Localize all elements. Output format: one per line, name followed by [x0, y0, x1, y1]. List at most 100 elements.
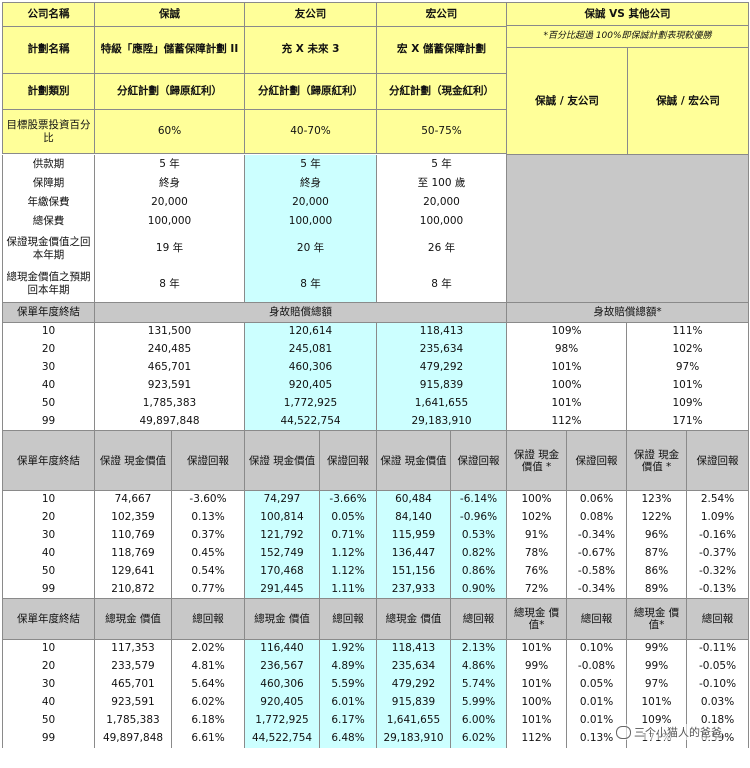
death-compare: 111% — [625, 322, 750, 341]
table-row: 99 210,872 0.77% 291,445 1.11% 237,933 0.90% 72… — [2, 580, 750, 599]
death-value: 131,500 — [94, 322, 245, 341]
value-cell: 89% — [626, 580, 687, 599]
value-cell: 1,772,925 — [244, 711, 320, 730]
tcv-cmp-value-label: 總現金 價值* — [506, 598, 567, 640]
value-cell: 100% — [506, 693, 567, 712]
row-year: 20 — [2, 657, 95, 676]
value-cell: 923,591 — [94, 693, 172, 712]
death-value: 923,591 — [94, 376, 245, 395]
value-cell: 102% — [506, 508, 567, 527]
death-value: 1,772,925 — [244, 394, 377, 413]
value-cell: 6.61% — [171, 729, 245, 748]
info-label: 總保費 — [2, 211, 95, 231]
insurance-comparison-table: 公司名稱 保誠 友公司 宏公司 保誠 VS 其他公司 *百分比超過 100%即保… — [2, 2, 750, 748]
death-value: 465,701 — [94, 358, 245, 377]
value-cell: 0.53% — [450, 526, 507, 545]
death-year-label: 保單年度終結 — [2, 302, 95, 323]
gcv-return-label: 保證回報 — [319, 430, 377, 491]
tcv-return-label: 總回報 — [319, 598, 377, 640]
death-value: 120,614 — [244, 322, 377, 341]
info-value: 26 年 — [376, 230, 507, 267]
value-cell: 0.05% — [319, 508, 377, 527]
info-value: 8 年 — [94, 266, 245, 303]
watermark: 三个小猫人的爸爸 — [616, 724, 722, 740]
value-cell: 101% — [626, 693, 687, 712]
death-title: 身故賠償總額 — [94, 302, 507, 323]
value-cell: 1.09% — [685, 508, 750, 527]
value-cell: 4.86% — [450, 657, 507, 676]
value-cell: 99% — [506, 657, 567, 676]
watermark-text: 三个小猫人的爸爸 — [634, 726, 722, 739]
death-compare: 101% — [506, 358, 627, 377]
company-prudential: 保誠 — [94, 2, 245, 27]
table-row: 50 1,785,383 1,772,925 1,641,655 101% 109% — [2, 394, 750, 413]
value-cell: 44,522,754 — [244, 729, 320, 748]
value-cell: 0.77% — [171, 580, 245, 599]
value-cell: 0.06% — [566, 490, 627, 509]
type-hong: 分紅計劃（現金紅利） — [376, 72, 507, 111]
value-cell: 0.86% — [450, 562, 507, 581]
value-cell: 136,447 — [376, 544, 451, 563]
value-cell: 6.02% — [171, 693, 245, 712]
row-year: 99 — [2, 412, 95, 431]
value-cell: 920,405 — [244, 693, 320, 712]
value-cell: 479,292 — [376, 675, 451, 694]
value-cell: 112% — [506, 729, 567, 748]
value-cell: 116,440 — [244, 639, 320, 658]
value-cell: 115,959 — [376, 526, 451, 545]
plan-label: 計劃名稱 — [2, 26, 95, 74]
row-year: 30 — [2, 675, 95, 694]
row-year: 99 — [2, 580, 95, 599]
table-row: 20 233,579 4.81% 236,567 4.89% 235,634 4.86% 99… — [2, 657, 750, 676]
value-cell: 74,297 — [244, 490, 320, 509]
value-cell: 87% — [626, 544, 687, 563]
company-you: 友公司 — [244, 2, 377, 27]
table-row: 99 49,897,848 44,522,754 29,183,910 112% 171% — [2, 412, 750, 431]
info-value: 終身 — [244, 173, 377, 193]
table-row: 20 240,485 245,081 235,634 98% 102% — [2, 340, 750, 359]
table-row: 40 118,769 0.45% 152,749 1.12% 136,447 0.82% 78… — [2, 544, 750, 563]
compare-header: 保誠 VS 其他公司 *百分比超過 100%即保誠計劃表現較優勝 — [505, 2, 750, 48]
value-cell: 151,156 — [376, 562, 451, 581]
value-cell: 101% — [506, 675, 567, 694]
compare-col-headers: 保誠 / 友公司 保誠 / 宏公司 — [505, 47, 750, 155]
plan-prudential: 特級「應陞」儲蓄保障計劃 II — [94, 26, 245, 74]
value-cell: 1.11% — [319, 580, 377, 599]
value-cell: 915,839 — [376, 693, 451, 712]
table-row: 10 131,500 120,614 118,413 109% 111% — [2, 322, 750, 341]
row-year: 50 — [2, 394, 95, 413]
table-row: 10 74,667 -3.60% 74,297 -3.66% 60,484 -6.14% 10… — [2, 490, 750, 509]
value-cell: -0.67% — [566, 544, 627, 563]
tcv-return-label: 總回報 — [450, 598, 507, 640]
table-row: 30 465,701 460,306 479,292 101% 97% — [2, 358, 750, 377]
value-cell: 4.81% — [171, 657, 245, 676]
row-year: 40 — [2, 376, 95, 395]
gcv-value-label: 保證 現金價值 — [94, 430, 172, 491]
value-cell: 0.08% — [566, 508, 627, 527]
value-cell: 6.48% — [319, 729, 377, 748]
info-value: 19 年 — [94, 230, 245, 267]
death-compare: 100% — [506, 376, 627, 395]
value-cell: -0.96% — [450, 508, 507, 527]
table-row: 30 110,769 0.37% 121,792 0.71% 115,959 0.53% 91… — [2, 526, 750, 545]
info-compare-blank — [505, 154, 750, 303]
death-value: 118,413 — [376, 322, 507, 341]
value-cell: 6.00% — [450, 711, 507, 730]
value-cell: 1.92% — [319, 639, 377, 658]
row-year: 10 — [2, 490, 95, 509]
value-cell: 1,785,383 — [94, 711, 172, 730]
death-compare: 98% — [506, 340, 627, 359]
plan-you: 充 X 未來 3 — [244, 26, 377, 74]
tcv-value-label: 總現金 價值 — [244, 598, 320, 640]
value-cell: 110,769 — [94, 526, 172, 545]
value-cell: 0.54% — [171, 562, 245, 581]
value-cell: 0.13% — [171, 508, 245, 527]
row-year: 50 — [2, 711, 95, 730]
value-cell: 0.01% — [566, 711, 627, 730]
value-cell: -0.10% — [685, 675, 750, 694]
tcv-return-label: 總回報 — [171, 598, 245, 640]
value-cell: -0.34% — [566, 526, 627, 545]
value-cell: 1.12% — [319, 562, 377, 581]
value-cell: 49,897,848 — [94, 729, 172, 748]
row-year: 99 — [2, 729, 95, 748]
